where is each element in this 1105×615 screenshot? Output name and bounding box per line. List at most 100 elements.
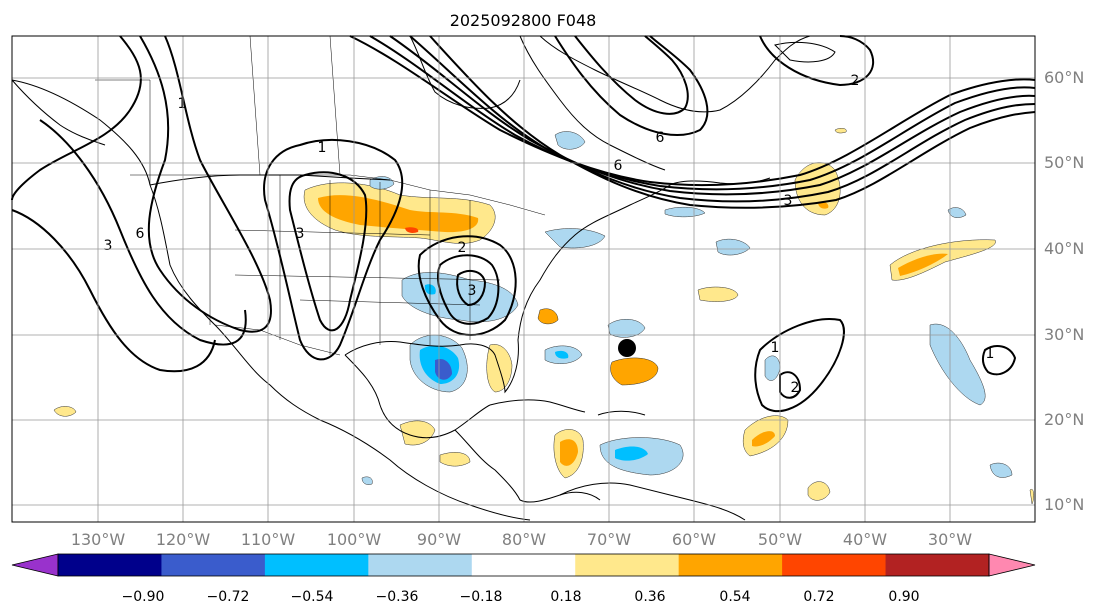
south-america-coast: [559, 482, 746, 521]
height-contours: [11, 35, 1036, 413]
iceland-outline: [774, 41, 836, 63]
colorbar-segment: [161, 554, 266, 576]
colorbar-tick-label: 0.72: [803, 589, 834, 605]
west-contour-3: [39, 119, 247, 346]
colorbar-segment: [885, 554, 990, 576]
contour-label: 3: [104, 238, 113, 254]
contour-label: 1: [178, 96, 187, 112]
negative-anomaly-atlantic-b: [607, 319, 646, 338]
central-america-coast: [454, 429, 601, 503]
positive-anomaly-midwest-core: [318, 195, 479, 233]
colorbar-segment: [58, 554, 162, 576]
jet-contour-3: [389, 35, 1036, 196]
lat-label: 50°N: [1044, 153, 1084, 172]
labrador-coast: [519, 35, 666, 171]
longitude-axis-labels: 130°W 120°W 110°W 100°W 90°W 80°W 70°W 6…: [71, 530, 972, 549]
contour-label: 2: [458, 240, 467, 256]
alaska-coast: [11, 79, 106, 146]
atlantic-low-1: [754, 318, 845, 413]
colorbar-extend-low: [11, 553, 59, 577]
contour-label: 3: [296, 226, 305, 242]
positive-anomaly-atlantic-c: [697, 286, 739, 302]
jet-contour-5: [429, 35, 1036, 209]
colorbar-tick-label: 0.54: [719, 589, 750, 605]
negative-anomaly-small-w: [361, 476, 373, 485]
canada-provinces-b: [329, 35, 341, 176]
colorbar-tick-label: −0.72: [207, 589, 250, 605]
lon-label: 30°W: [928, 530, 972, 549]
lon-label: 90°W: [417, 530, 461, 549]
colorbar-segment: [471, 554, 576, 576]
negative-anomaly-newfoundland: [554, 131, 586, 150]
colorbar-tick-label: 0.90: [888, 589, 919, 605]
graticule: [12, 36, 1035, 522]
greenland-coast: [539, 35, 811, 113]
labrador-loop-2: [574, 35, 689, 115]
contour-label: 6: [614, 158, 623, 174]
positive-anomaly-south: [807, 481, 831, 501]
colorbar-segment: [782, 554, 887, 576]
colorbar-tick-label: 0.18: [550, 589, 581, 605]
lon-label: 110°W: [241, 530, 296, 549]
state-lines-g: [299, 299, 481, 306]
north-america-west-coast: [11, 79, 531, 521]
latitude-axis-labels: 10°N 20°N 30°N 40°N 50°N 60°N: [1044, 68, 1084, 514]
map-title: 2025092800 F048: [450, 11, 597, 30]
jet-contour-4: [409, 35, 1036, 203]
colorbar-tick-label: −0.54: [291, 589, 334, 605]
contour-label: 1: [986, 346, 995, 362]
hispaniola-outline: [597, 410, 646, 416]
shaded-anomaly-fields: [53, 128, 1034, 505]
colorbar-tick-label: −0.36: [376, 589, 419, 605]
contour-label: 6: [656, 130, 665, 146]
east-closed-low-3: [456, 269, 487, 307]
east-closed-low-2: [437, 254, 500, 325]
negative-anomaly-caribbean-core: [615, 446, 648, 461]
negative-anomaly-atlantic-a-core: [555, 350, 569, 359]
colorbar-segment: [575, 554, 680, 576]
contour-label: 3: [784, 193, 793, 209]
east-small-loop: [982, 345, 1017, 376]
colorbar-segment: [678, 554, 783, 576]
lat-label: 60°N: [1044, 68, 1084, 87]
cuba-outline: [489, 399, 586, 413]
west-contour-2: [139, 35, 272, 333]
contour-label: 3: [468, 283, 477, 299]
west-contour-1: [11, 35, 142, 201]
lon-label: 50°W: [758, 530, 802, 549]
positive-anomaly-atlantic-b: [610, 357, 659, 386]
negative-anomaly-small-ne: [947, 207, 967, 218]
lat-label: 10°N: [1044, 495, 1084, 514]
colorbar-segment: [264, 554, 369, 576]
storm-position-marker: [618, 339, 636, 357]
positive-anomaly-caribbean-core: [560, 439, 578, 466]
lon-label: 120°W: [156, 530, 211, 549]
colorbar-segments: [11, 553, 1036, 577]
state-lines-e: [234, 229, 431, 236]
negative-anomaly-atlantic-d: [664, 206, 706, 218]
canada-provinces-c: [95, 79, 151, 185]
lon-label: 40°W: [843, 530, 887, 549]
rockies-trough-2: [288, 171, 368, 332]
positive-anomaly-far-east: [1029, 488, 1034, 505]
contour-label: 1: [318, 140, 327, 156]
negative-anomaly-small-se: [989, 462, 1013, 478]
positive-anomaly-mexico: [399, 420, 436, 446]
jet-contour-2: [369, 35, 1036, 191]
lat-label: 40°N: [1044, 239, 1084, 258]
contour-label: 2: [851, 73, 860, 89]
colorbar-tick-label: 0.36: [634, 589, 665, 605]
positive-anomaly-midwest-hot: [405, 227, 419, 233]
west-contour-4: [11, 209, 216, 373]
map-frame: [11, 35, 1036, 523]
state-lines-f: [234, 274, 501, 281]
negative-anomaly-atlantic-c: [715, 238, 751, 256]
colorbar-segment: [368, 554, 473, 576]
negative-anomaly-east: [929, 323, 986, 406]
colorbar: −0.90 −0.72 −0.54 −0.36 −0.18 0.18 0.36 …: [11, 553, 1036, 605]
positive-anomaly-mexico-b: [439, 452, 471, 467]
colorbar-outline: [57, 553, 990, 577]
negative-anomaly-southeast-core: [424, 284, 436, 295]
colorbar-tick-label: −0.90: [122, 589, 165, 605]
colorbar-tick-label: −0.18: [460, 589, 503, 605]
